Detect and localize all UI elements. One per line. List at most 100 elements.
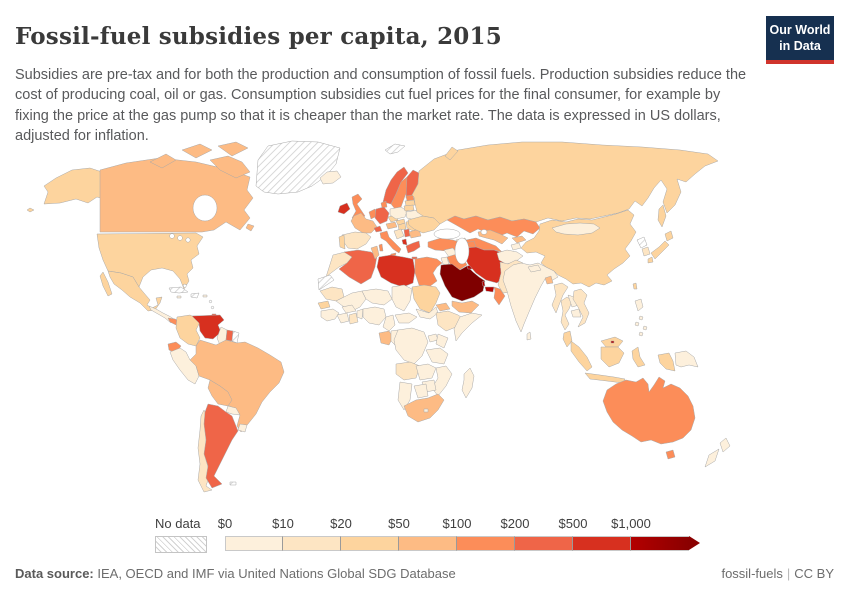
legend-bin-$500-$1,000[interactable] xyxy=(573,536,631,551)
country-austria[interactable] xyxy=(385,221,398,230)
country-puerto-rico[interactable] xyxy=(202,294,208,298)
country-denmark[interactable] xyxy=(380,200,388,209)
country-philippines-luzon[interactable] xyxy=(634,298,644,312)
country-indonesia-sumatra[interactable] xyxy=(570,340,593,372)
country-south-korea[interactable] xyxy=(641,246,651,257)
legend-bin-$100-$200[interactable] xyxy=(457,536,515,551)
country-uruguay[interactable] xyxy=(237,423,248,433)
country-canada-baffin[interactable] xyxy=(209,155,251,179)
country-albania[interactable] xyxy=(401,238,408,246)
country-tajikistan[interactable] xyxy=(510,242,522,251)
country-burkina-faso[interactable] xyxy=(341,304,357,314)
country-indonesia-west-papua[interactable] xyxy=(657,352,676,372)
legend-bin->$1,000[interactable] xyxy=(631,536,689,551)
country-serbia[interactable] xyxy=(403,228,411,238)
country-north-korea[interactable] xyxy=(636,236,648,249)
country-cuba[interactable] xyxy=(168,286,189,294)
country-cameroon[interactable] xyxy=(382,314,396,332)
country-kyrgyzstan[interactable] xyxy=(511,235,527,244)
country-senegal[interactable] xyxy=(317,300,331,310)
country-united-kingdom[interactable] xyxy=(351,193,366,221)
country-benin-togo[interactable] xyxy=(356,308,364,320)
country-alaska[interactable] xyxy=(43,167,108,205)
country-angola[interactable] xyxy=(395,361,421,381)
country-canada-arctic-2[interactable] xyxy=(181,143,213,159)
country-greece[interactable] xyxy=(405,240,421,254)
country-yemen[interactable] xyxy=(451,300,480,314)
country-myanmar[interactable] xyxy=(551,282,569,314)
country-brunei[interactable] xyxy=(610,340,615,344)
country-tanzania[interactable] xyxy=(425,347,449,365)
legend-bin-$0-$10[interactable] xyxy=(225,536,283,551)
country-guinea-region[interactable] xyxy=(320,308,340,322)
country-japan-honshu[interactable] xyxy=(650,240,670,260)
country-canada-newfoundland[interactable] xyxy=(245,223,255,232)
country-somalia[interactable] xyxy=(453,312,483,342)
country-tunisia[interactable] xyxy=(370,245,380,260)
country-madagascar[interactable] xyxy=(461,367,475,399)
footer-slug-link[interactable]: fossil-fuels xyxy=(721,566,783,581)
country-italy-sardinia[interactable] xyxy=(378,243,384,252)
country-bangladesh[interactable] xyxy=(544,275,554,285)
country-libya[interactable] xyxy=(376,254,416,288)
country-peru[interactable] xyxy=(169,347,200,385)
legend-bin-$10-$20[interactable] xyxy=(283,536,341,551)
country-mexico[interactable] xyxy=(107,270,163,312)
country-united-arab-emirates[interactable] xyxy=(484,286,495,293)
country-vietnam[interactable] xyxy=(572,288,590,328)
country-ivory-coast[interactable] xyxy=(336,312,350,324)
country-canada-arctic-1[interactable] xyxy=(149,153,177,169)
country-falkland-islands[interactable] xyxy=(229,481,237,486)
country-germany[interactable] xyxy=(374,206,390,225)
country-western-sahara[interactable] xyxy=(317,274,335,291)
country-svalbard[interactable] xyxy=(384,143,406,155)
country-bahamas[interactable] xyxy=(182,283,188,289)
country-lithuania[interactable] xyxy=(403,204,415,212)
country-nepal[interactable] xyxy=(527,264,542,273)
footer-license-link[interactable]: CC BY xyxy=(794,566,834,581)
country-hispaniola[interactable] xyxy=(190,292,200,299)
country-qatar[interactable] xyxy=(481,280,486,287)
country-greenland[interactable] xyxy=(255,140,341,195)
country-croatia-bosnia[interactable] xyxy=(393,228,405,240)
country-algeria[interactable] xyxy=(338,249,378,285)
country-poland[interactable] xyxy=(389,206,408,220)
country-lesser-antilles[interactable] xyxy=(208,299,215,310)
country-south-africa[interactable] xyxy=(403,393,445,423)
legend-no-data-swatch[interactable] xyxy=(155,536,207,553)
country-indonesia-sulawesi[interactable] xyxy=(631,346,646,368)
country-malaysia-peninsular[interactable] xyxy=(562,330,573,348)
country-spain[interactable] xyxy=(341,231,372,250)
country-nigeria[interactable] xyxy=(362,306,387,326)
country-papua-new-guinea[interactable] xyxy=(674,350,699,368)
country-france[interactable] xyxy=(350,212,378,234)
country-taiwan[interactable] xyxy=(632,282,638,290)
country-eritrea[interactable] xyxy=(435,302,451,312)
country-oman[interactable] xyxy=(493,286,506,306)
country-india[interactable] xyxy=(502,262,559,333)
country-mongolia[interactable] xyxy=(551,222,601,236)
country-indonesia-java[interactable] xyxy=(584,372,626,384)
country-botswana[interactable] xyxy=(413,383,429,399)
country-mozambique[interactable] xyxy=(431,365,453,397)
country-russia-sakhalin[interactable] xyxy=(657,204,667,228)
country-french-guiana[interactable] xyxy=(231,330,240,344)
country-ireland[interactable] xyxy=(337,202,351,215)
country-sri-lanka[interactable] xyxy=(526,331,532,341)
country-chad[interactable] xyxy=(391,284,413,312)
world-choropleth-map[interactable] xyxy=(0,138,850,508)
legend-bin-$50-$100[interactable] xyxy=(399,536,457,551)
country-indonesia-kalimantan[interactable] xyxy=(600,346,625,368)
owid-logo[interactable]: Our World in Data xyxy=(766,16,834,64)
country-central-african-republic[interactable] xyxy=(394,312,418,324)
country-dr-congo[interactable] xyxy=(393,327,429,365)
legend-bin-$20-$50[interactable] xyxy=(341,536,399,551)
country-ghana[interactable] xyxy=(348,312,359,325)
country-australia[interactable] xyxy=(602,376,696,445)
country-canada-arctic-3[interactable] xyxy=(217,141,249,157)
country-mexico-baja[interactable] xyxy=(99,271,113,297)
country-jamaica[interactable] xyxy=(176,295,182,299)
country-iceland[interactable] xyxy=(319,170,342,185)
country-tasmania[interactable] xyxy=(665,449,676,460)
country-alaska-aleutians[interactable] xyxy=(26,207,35,213)
